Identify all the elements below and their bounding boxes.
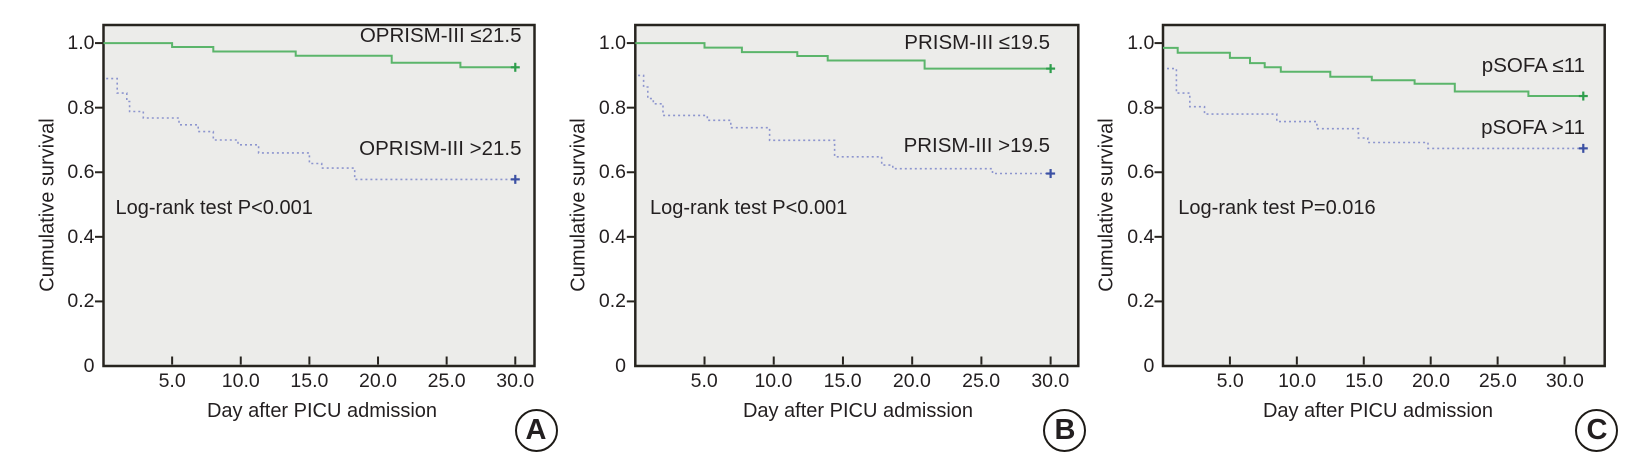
x-axis-title: Day after PICU admission — [206, 400, 438, 422]
x-tick-label: 5.0 — [690, 370, 718, 392]
x-tick-label: 15.0 — [1345, 370, 1384, 392]
series-label-low-risk: pSOFA ≤11 — [1481, 54, 1585, 77]
y-tick-label: 0.4 — [598, 225, 626, 248]
km-panel-c: Cumulative survival 1.0 0.8 0.6 0.4 0.2 … — [1091, 0, 1637, 476]
x-tick-label: 20.0 — [892, 370, 931, 392]
y-tick-label: 0.6 — [598, 161, 626, 184]
high-risk-survival-curve — [637, 74, 1051, 175]
panel-letter: A — [525, 413, 547, 446]
y-axis-title: Cumulative survival — [36, 118, 58, 292]
y-tick-label: 0 — [1143, 355, 1155, 377]
x-tick-label: 5.0 — [158, 370, 186, 392]
series-label-high-risk: PRISM-III >19.5 — [903, 134, 1050, 157]
y-tick-label: 0.4 — [1127, 225, 1155, 248]
logrank-annotation: Log-rank test P<0.001 — [649, 197, 848, 219]
panel-letter-badge: C — [1575, 408, 1619, 452]
x-tick-label: 25.0 — [1478, 370, 1517, 392]
y-tick-label: 1.0 — [67, 32, 95, 55]
km-panel-b: Cumulative survival 1.0 0.8 0.6 0.4 0.2 … — [546, 0, 1092, 476]
y-tick-label: 0.8 — [67, 96, 95, 119]
x-tick-label: 15.0 — [290, 370, 329, 392]
y-axis-title: Cumulative survival — [1095, 118, 1118, 292]
x-tick-label: 25.0 — [962, 370, 1001, 392]
x-tick-label: 30.0 — [496, 370, 535, 392]
logrank-annotation: Log-rank test P<0.001 — [115, 197, 313, 219]
survival-plot-svg-c — [1154, 23, 1607, 368]
x-tick-label: 5.0 — [1216, 370, 1244, 392]
x-tick-label: 20.0 — [359, 370, 397, 392]
high-risk-survival-curve — [1167, 67, 1584, 150]
y-axis-title: Cumulative survival — [567, 118, 590, 292]
x-tick-label: 10.0 — [221, 370, 260, 392]
logrank-annotation: Log-rank test P=0.016 — [1178, 197, 1376, 219]
y-tick-label: 0.4 — [67, 225, 95, 248]
low-risk-survival-curve — [634, 42, 1051, 70]
x-tick-label: 15.0 — [823, 370, 862, 392]
x-tick-label: 10.0 — [1278, 370, 1317, 392]
y-tick-label: 0 — [615, 355, 626, 377]
low-risk-survival-curve — [1163, 46, 1584, 97]
x-tick-label: 30.0 — [1031, 370, 1070, 392]
y-tick-label: 0.2 — [67, 290, 95, 313]
x-tick-label: 25.0 — [427, 370, 466, 392]
low-risk-survival-curve — [103, 42, 516, 69]
series-label-low-risk: PRISM-III ≤19.5 — [904, 31, 1050, 54]
x-tick-label: 20.0 — [1412, 370, 1450, 392]
y-tick-label: 1.0 — [1127, 32, 1155, 55]
panel-letter-badge: B — [1043, 408, 1087, 452]
y-tick-label: 0.8 — [598, 96, 626, 119]
y-tick-label: 0.6 — [1127, 161, 1155, 184]
y-tick-label: 0.8 — [1127, 96, 1155, 119]
plot-area — [1162, 23, 1607, 368]
panel-letter: B — [1054, 413, 1076, 446]
panel-letter: C — [1586, 413, 1608, 446]
x-axis-title: Day after PICU admission — [742, 400, 974, 422]
x-axis-title: Day after PICU admission — [1262, 400, 1494, 422]
panel-letter-badge: A — [514, 408, 558, 452]
survival-plot-svg-b — [626, 23, 1080, 368]
plot-area — [633, 23, 1080, 368]
x-tick-label: 30.0 — [1545, 370, 1584, 392]
series-label-low-risk: OPRISM-III ≤21.5 — [359, 24, 522, 47]
x-tick-label: 10.0 — [754, 370, 793, 392]
survival-plot-svg-a — [95, 23, 536, 368]
y-tick-label: 0.6 — [67, 161, 95, 184]
y-tick-label: 0.2 — [598, 290, 626, 313]
series-label-high-risk: OPRISM-III >21.5 — [359, 137, 522, 160]
series-label-high-risk: pSOFA >11 — [1481, 116, 1585, 139]
y-tick-label: 0 — [83, 355, 95, 377]
plot-area — [102, 23, 536, 368]
km-panel-a: Cumulative survival 1.0 0.8 0.6 0.4 0.2 … — [0, 0, 558, 476]
y-tick-label: 1.0 — [598, 32, 626, 55]
y-tick-label: 0.2 — [1127, 290, 1155, 313]
